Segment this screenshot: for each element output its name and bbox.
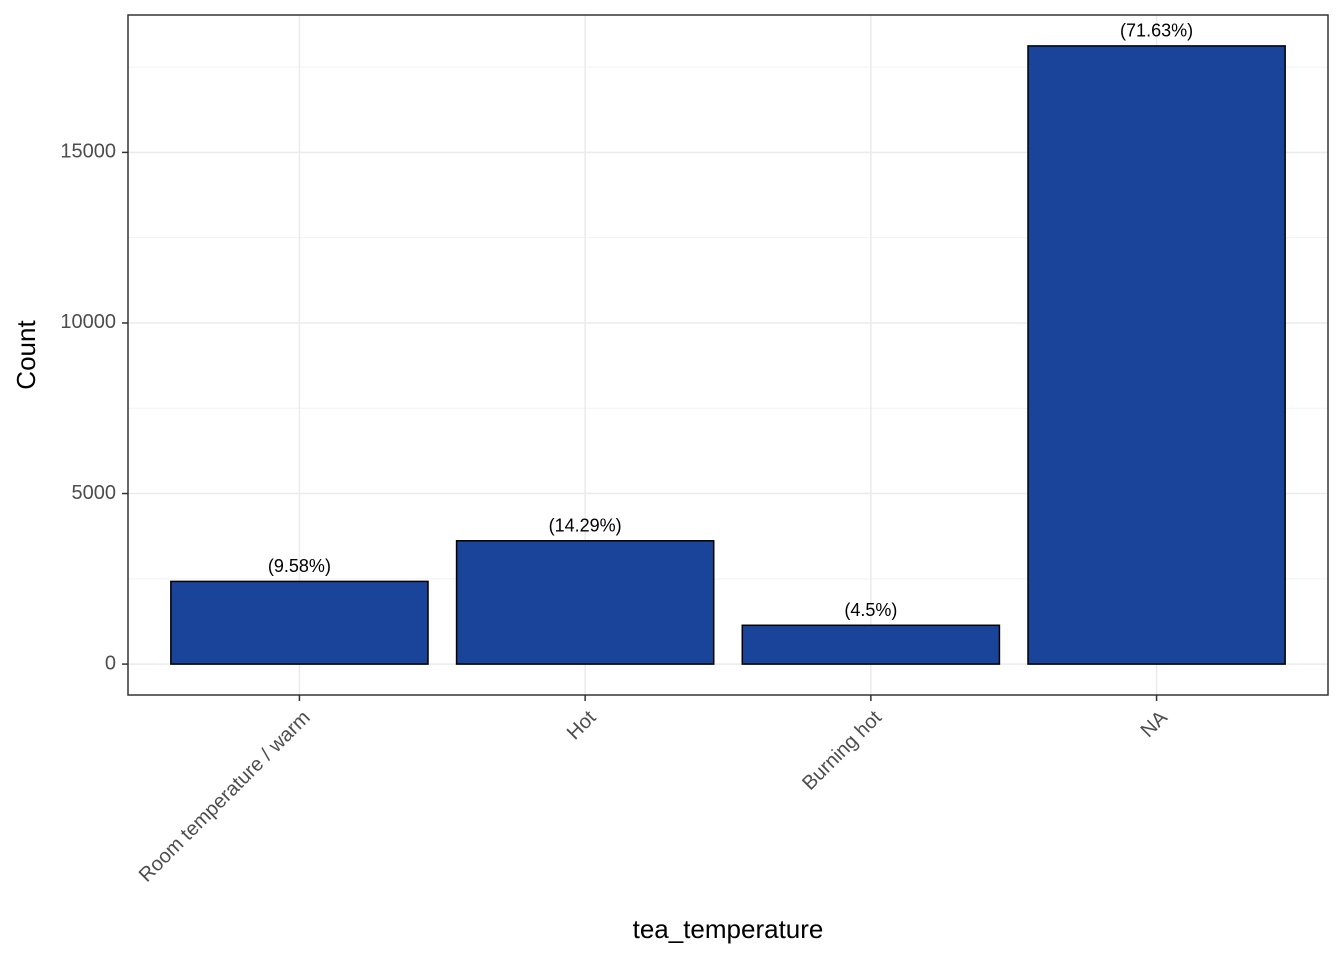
y-tick-label: 10000 — [60, 311, 116, 333]
x-tick-label: Burning hot — [798, 706, 886, 794]
y-axis-title: Count — [11, 320, 41, 390]
y-tick-label: 0 — [105, 652, 116, 674]
bar-annotation: (9.58%) — [268, 556, 331, 576]
bar-annotation: (14.29%) — [549, 516, 622, 536]
panel-border — [127, 14, 1329, 696]
bar — [170, 580, 429, 665]
x-tick-label: NA — [1137, 706, 1173, 742]
bar — [741, 624, 1001, 665]
bar-annotation: (4.5%) — [844, 600, 897, 620]
x-axis-title: tea_temperature — [633, 914, 824, 944]
bar — [1027, 45, 1286, 665]
x-tick-label: Hot — [563, 706, 601, 744]
y-tick-label: 15000 — [60, 141, 116, 163]
y-tick-label: 5000 — [72, 482, 117, 504]
bar-annotation: (71.63%) — [1120, 21, 1193, 41]
x-tick-label: Room temperature / warm — [135, 707, 315, 887]
bar — [455, 540, 715, 665]
